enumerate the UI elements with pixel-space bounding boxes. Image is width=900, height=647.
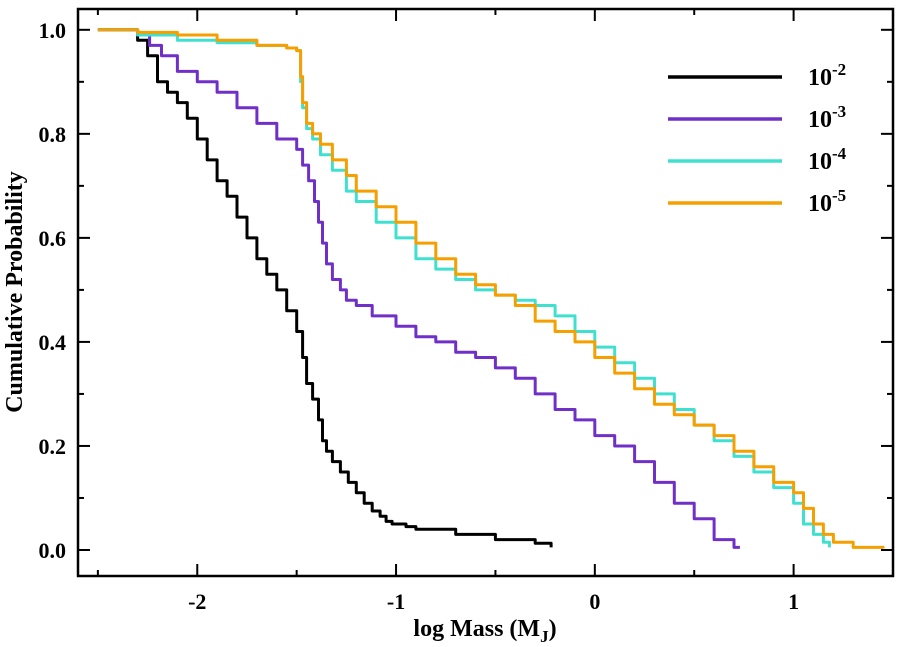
x-tick-label: -2 [188,589,206,614]
y-tick-label: 0.6 [39,226,67,251]
y-tick-label: 0.2 [39,434,67,459]
legend-label: 10-2 [808,60,846,91]
y-tick-label: 0.0 [39,538,67,563]
axis-ticks [78,9,893,576]
legend-label: 10-4 [808,144,847,175]
y-tick-label: 0.4 [39,330,67,355]
legend: 10-2 10-3 10-4 10-5 [668,60,847,217]
y-axis-label: Cumulative Probability [2,171,28,413]
x-tick-label: 0 [589,589,600,614]
x-tick-label: 1 [788,589,799,614]
x-axis-label: log Mass (MJ) [413,616,556,646]
series-line-10-5 [97,28,885,549]
y-tick-label: 1.0 [39,18,67,43]
legend-label: 10-5 [808,186,846,217]
series-lines [97,28,885,549]
plot-frame [76,7,895,578]
legend-label: 10-3 [808,102,846,133]
y-tick-label: 0.8 [39,122,67,147]
x-tick-label: -1 [387,589,405,614]
series-line-10-2 [97,28,553,548]
series-line-10-3 [97,28,740,549]
tick-labels: -2 -1 0 1 0.0 0.2 0.4 0.6 0.8 1.0 [39,18,800,614]
series-line-10-4 [97,28,831,548]
